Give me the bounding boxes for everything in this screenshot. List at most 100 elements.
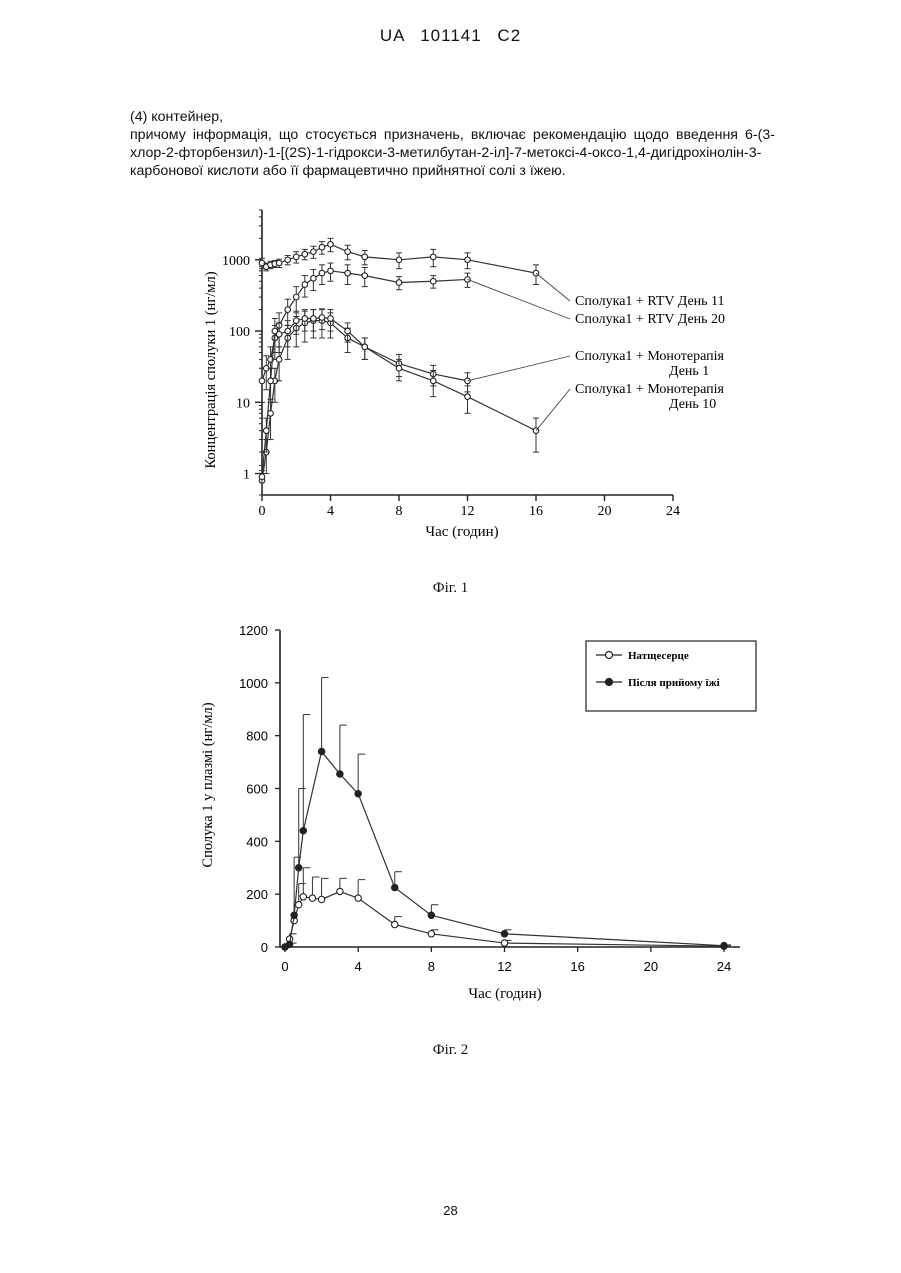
data-point: [392, 921, 398, 927]
data-point: [328, 268, 334, 274]
data-point: [501, 940, 507, 946]
list-item-container: (4) контейнер,: [130, 108, 775, 126]
data-point: [501, 931, 507, 937]
data-point: [311, 249, 317, 255]
x-axis-label-2: Час (годин): [468, 986, 541, 1002]
label-leader-line: [536, 273, 570, 301]
y-tick-label-2: 600: [246, 782, 268, 797]
legend-label-rtv-day11: Сполука1 + RTV День 11: [575, 294, 725, 309]
y-tick-label: 1000: [222, 254, 250, 269]
data-point: [276, 260, 282, 266]
label-leader-line: [536, 389, 570, 431]
x-tick-label: 16: [529, 504, 543, 519]
data-point: [293, 318, 299, 324]
data-point: [396, 366, 402, 372]
data-point: [259, 378, 265, 384]
data-point: [428, 912, 434, 918]
data-point: [430, 254, 436, 260]
series-line-2: [262, 271, 468, 381]
legend-label-mono-day10-2: День 10: [669, 397, 716, 412]
data-point: [392, 884, 398, 890]
series-line-2: [285, 752, 724, 947]
legend-label-fed: Після прийому їжі: [628, 677, 720, 689]
data-point: [268, 378, 274, 384]
x-tick-label: 20: [598, 504, 612, 519]
data-point: [302, 282, 308, 288]
data-point: [276, 332, 282, 338]
y-tick-label: 1: [243, 468, 250, 483]
x-tick-label: 12: [461, 504, 475, 519]
x-tick-label: 4: [327, 504, 334, 519]
series-line-4: [262, 317, 536, 476]
data-point: [259, 474, 265, 480]
label-leader-line: [468, 279, 571, 319]
data-point: [263, 428, 269, 434]
x-tick-label-2: 12: [497, 959, 511, 974]
y-axis-label-2: Сполука 1 у плазмі (нг/мл): [200, 702, 216, 867]
data-point: [302, 251, 308, 257]
data-point: [345, 328, 351, 334]
data-point: [337, 888, 343, 894]
legend-label-mono-day10: Сполука1 + Монотерапія: [575, 382, 724, 397]
legend-label-mono-day1: Сполука1 + Монотерапія: [575, 349, 724, 364]
label-leader-line: [468, 356, 571, 381]
data-point: [362, 344, 368, 350]
figure-1-chart: 110100100004812162024 Сполука1 + RTV Ден…: [0, 200, 901, 560]
x-tick-label-2: 4: [355, 959, 362, 974]
data-point: [345, 249, 351, 255]
figure-2-chart: 02004006008001000120004812162024 Натщесе…: [0, 615, 901, 1015]
legend-label-mono-day1-2: День 1: [669, 364, 709, 379]
data-point: [430, 278, 436, 284]
y-tick-label-2: 800: [246, 729, 268, 744]
data-point: [355, 895, 361, 901]
figure-2-caption: Фіг. 2: [0, 1042, 901, 1059]
data-point: [721, 942, 727, 948]
data-point: [428, 931, 434, 937]
data-point: [309, 895, 315, 901]
legend-label-rtv-day20: Сполука1 + RTV День 20: [575, 312, 725, 327]
data-point: [291, 912, 297, 918]
instructions-paragraph: причому інформація, що стосується призна…: [130, 126, 775, 180]
legend-marker-open-icon: [606, 652, 613, 659]
data-point: [362, 273, 368, 279]
data-point: [362, 254, 368, 260]
data-point: [311, 276, 317, 282]
data-point: [276, 357, 282, 363]
series-line-1: [285, 892, 724, 947]
data-point: [430, 378, 436, 384]
data-point: [465, 257, 471, 263]
data-point: [296, 902, 302, 908]
y-tick-label-2: 400: [246, 834, 268, 849]
data-point: [337, 771, 343, 777]
y-tick-label-2: 1000: [239, 676, 268, 691]
data-point: [293, 254, 299, 260]
data-point: [396, 280, 402, 286]
data-point: [296, 865, 302, 871]
figure-1-caption: Фіг. 1: [0, 580, 901, 597]
x-tick-label-2: 16: [570, 959, 584, 974]
data-point: [355, 791, 361, 797]
data-point: [328, 316, 334, 322]
data-point: [285, 328, 291, 334]
data-point: [396, 257, 402, 263]
data-point: [319, 270, 325, 276]
data-point: [293, 294, 299, 300]
data-point: [286, 941, 292, 947]
x-tick-label: 8: [396, 504, 403, 519]
data-point: [318, 748, 324, 754]
data-point: [318, 896, 324, 902]
x-tick-label: 24: [666, 504, 680, 519]
data-point: [300, 894, 306, 900]
data-point: [328, 242, 334, 248]
x-tick-label-2: 20: [644, 959, 658, 974]
data-point: [319, 244, 325, 250]
y-tick-label: 100: [229, 325, 250, 340]
y-axis-label: Концентрація сполуки 1 (нг/мл): [203, 271, 219, 468]
legend-marker-filled-icon: [606, 679, 613, 686]
data-point: [285, 307, 291, 313]
data-point: [302, 316, 308, 322]
page-number: 28: [0, 1203, 901, 1218]
x-axis-label: Час (годин): [425, 524, 498, 540]
y-tick-label: 10: [236, 396, 250, 411]
x-tick-label-2: 8: [428, 959, 435, 974]
